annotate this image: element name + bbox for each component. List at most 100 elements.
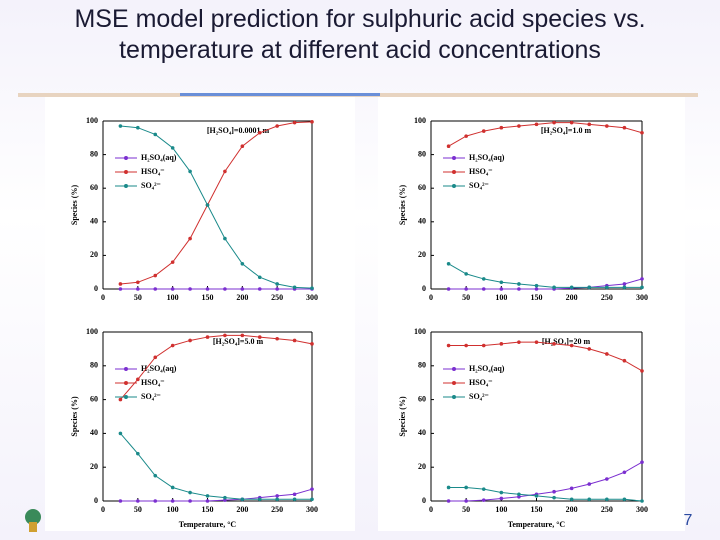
y-tick-label: 20	[418, 462, 426, 471]
x-tick-label: 100	[495, 505, 507, 514]
point	[223, 236, 227, 241]
legend-label: H₂SO₄(aq)	[469, 364, 505, 373]
legend-marker	[124, 367, 128, 371]
y-tick-label: 60	[418, 183, 426, 192]
point	[153, 355, 158, 360]
point	[170, 343, 175, 348]
series-line	[448, 486, 643, 502]
x-tick-label: 300	[306, 505, 318, 514]
x-tick-label: 150	[202, 505, 214, 514]
point	[605, 124, 609, 128]
point	[481, 487, 486, 491]
point	[446, 144, 451, 148]
point	[205, 203, 210, 207]
annotation: [H₂SO₄]=20 m	[542, 337, 591, 346]
y-tick-label: 0	[94, 284, 98, 293]
y-tick-label: 40	[90, 217, 98, 226]
point	[464, 287, 468, 291]
point	[205, 335, 210, 339]
y-tick-label: 60	[90, 394, 98, 403]
point	[587, 497, 592, 502]
legend-marker	[124, 170, 128, 174]
point	[499, 342, 504, 346]
point	[622, 470, 627, 475]
legend-marker	[452, 156, 456, 160]
point	[499, 490, 504, 495]
point	[464, 485, 468, 490]
point	[587, 122, 592, 127]
series-line	[120, 334, 313, 400]
x-tick-label: 50	[134, 505, 142, 514]
x-tick-label: 200	[236, 505, 248, 514]
series-line	[448, 461, 643, 502]
legend-marker	[452, 367, 456, 371]
legend-marker	[124, 184, 128, 188]
point	[118, 499, 123, 503]
point	[170, 287, 175, 291]
point	[464, 499, 468, 503]
x-tick-label: 100	[167, 505, 179, 514]
point	[240, 497, 245, 502]
x-tick-label: 150	[202, 293, 214, 302]
legend-label: HSO₄⁻	[141, 167, 165, 176]
x-tick-label: 0	[429, 293, 433, 302]
page-number: 7	[684, 512, 693, 529]
point	[605, 352, 609, 356]
y-tick-label: 100	[86, 116, 98, 125]
point	[552, 495, 556, 500]
point	[569, 285, 574, 290]
panel	[45, 97, 355, 531]
logo	[25, 509, 41, 532]
x-tick-label: 100	[495, 293, 507, 302]
y-tick-label: 100	[414, 116, 426, 125]
point	[517, 124, 521, 128]
point	[640, 277, 644, 281]
point	[310, 487, 314, 491]
annotation: [H₂SO₄]=0.0001 m	[207, 126, 270, 135]
y-tick-label: 20	[90, 462, 98, 471]
point	[310, 497, 314, 502]
x-tick-label: 0	[429, 505, 433, 514]
point	[569, 343, 574, 348]
point	[640, 285, 644, 290]
x-tick-label: 250	[271, 505, 283, 514]
x-tick-label: 50	[462, 293, 470, 302]
point	[605, 497, 609, 502]
legend-marker	[452, 395, 456, 399]
point	[275, 497, 279, 502]
point	[275, 494, 279, 498]
x-tick-label: 200	[566, 293, 578, 302]
point	[136, 451, 140, 456]
point	[275, 287, 279, 291]
point	[569, 497, 574, 502]
series-line	[120, 433, 312, 500]
point	[481, 287, 486, 291]
point	[223, 498, 227, 502]
point	[257, 335, 262, 339]
series-line	[448, 341, 643, 372]
y-axis-label: Species (%)	[398, 185, 407, 226]
point	[118, 287, 123, 291]
x-tick-label: 0	[101, 505, 105, 514]
series-line	[120, 125, 313, 289]
point	[257, 287, 262, 291]
legend-label: H₂SO₄(aq)	[141, 153, 177, 162]
point	[464, 272, 468, 276]
series-line	[120, 488, 313, 502]
point	[275, 124, 279, 128]
legend-label: SO₄²⁻	[141, 181, 161, 190]
point	[622, 358, 627, 363]
y-tick-label: 0	[422, 284, 426, 293]
x-tick-label: 150	[531, 293, 543, 302]
y-tick-label: 0	[94, 496, 98, 505]
point	[275, 336, 279, 341]
legend-label: H₂SO₄(aq)	[469, 153, 505, 162]
legend-marker	[452, 381, 456, 385]
point	[481, 129, 486, 133]
point	[587, 347, 592, 351]
point	[136, 125, 140, 130]
point	[605, 477, 609, 481]
point	[517, 282, 521, 286]
y-tick-label: 60	[418, 394, 426, 403]
